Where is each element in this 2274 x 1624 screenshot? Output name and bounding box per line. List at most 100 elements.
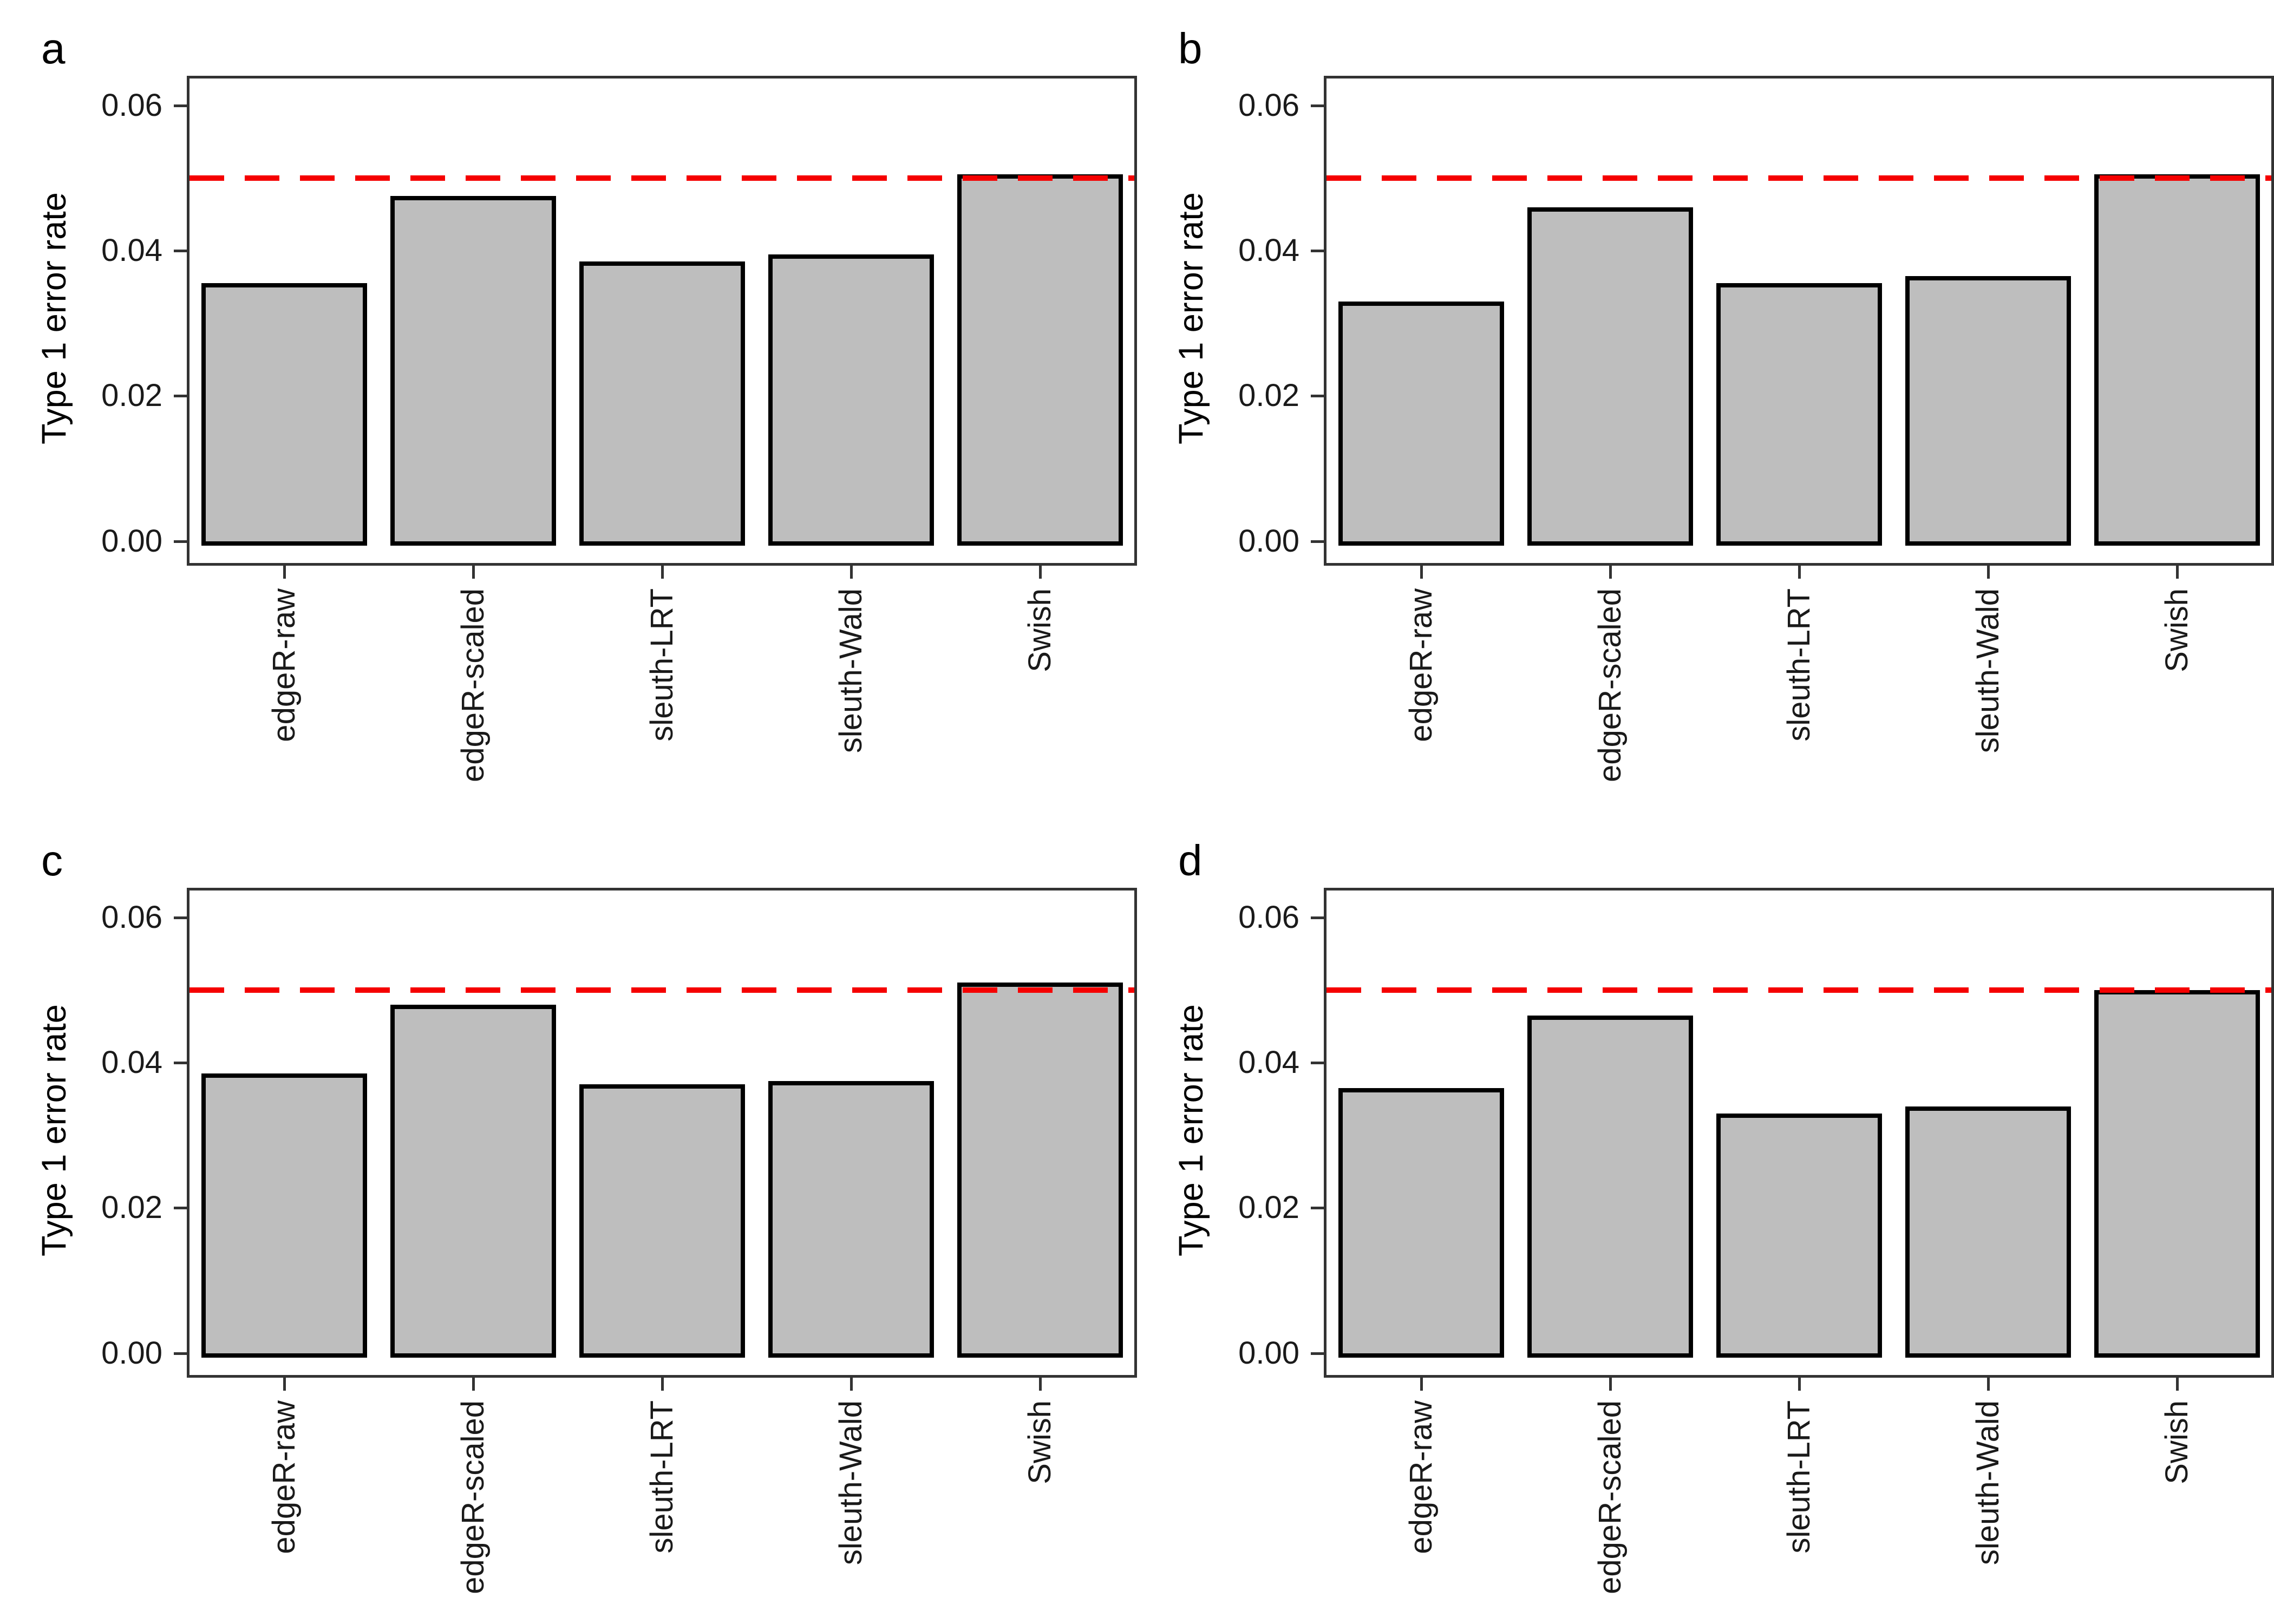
x-category-label-text: sleuth-LRT	[1781, 1400, 1816, 1554]
bar-sleuth-Wald	[1905, 1106, 2071, 1358]
bar-sleuth-LRT	[1716, 283, 1882, 546]
panel-c-letter: c	[41, 836, 63, 885]
x-tick-mark	[1038, 566, 1042, 579]
bar-edgeR-raw	[201, 283, 367, 546]
y-tick-mark	[1311, 1062, 1324, 1064]
y-tick-label: 0.02	[1238, 378, 1299, 414]
x-tick-mark	[472, 1378, 475, 1391]
plot-area	[1324, 888, 2274, 1378]
x-category-label-text: edgeR-raw	[266, 588, 302, 742]
y-tick-mark	[1311, 540, 1324, 543]
panel-b-letter: b	[1178, 24, 1203, 73]
y-tick-label: 0.06	[1238, 87, 1299, 123]
x-category-label: edgeR-raw	[1401, 1400, 1442, 1554]
y-tick-mark	[1311, 1352, 1324, 1355]
bar-Swish	[957, 983, 1123, 1358]
x-category-label: edgeR-scaled	[1590, 1400, 1631, 1594]
y-tick-label: 0.06	[101, 899, 162, 935]
bar-sleuth-Wald	[768, 254, 934, 546]
y-tick-label: 0.02	[101, 378, 162, 414]
x-category-label-text: edgeR-scaled	[1592, 588, 1628, 782]
x-category-label-text: sleuth-Wald	[1970, 1400, 2005, 1566]
x-tick-mark	[1987, 1378, 1990, 1391]
x-tick-mark	[1609, 1378, 1612, 1391]
x-category-label: Swish	[2157, 588, 2198, 672]
x-tick-mark	[1420, 566, 1423, 579]
y-tick-mark	[174, 250, 187, 252]
y-tick-label: 0.06	[101, 87, 162, 123]
reference-line-0.05	[190, 987, 1134, 993]
x-category-label-text: edgeR-raw	[1403, 588, 1439, 742]
y-tick-mark	[1311, 395, 1324, 398]
x-category-label: Swish	[2157, 1400, 2198, 1484]
x-tick-mark	[661, 1378, 664, 1391]
x-category-label: edgeR-raw	[264, 1400, 305, 1554]
y-tick-label: 0.00	[1238, 523, 1299, 559]
x-category-label-text: Swish	[1022, 1400, 1057, 1484]
panel-b: b Type 1 error rate 0.00 0.02 0.04 0.06 edge…	[1137, 0, 2274, 812]
x-category-label-text: edgeR-scaled	[455, 588, 491, 782]
x-tick-mark	[1987, 566, 1990, 579]
panel-d: d Type 1 error rate 0.00 0.02 0.04 0.06 edge…	[1137, 812, 2274, 1624]
bar-edgeR-scaled	[1527, 207, 1693, 546]
bar-Swish	[2094, 174, 2260, 546]
x-category-label-text: edgeR-raw	[1403, 1400, 1439, 1554]
bar-edgeR-raw	[1338, 301, 1504, 546]
x-tick-mark	[1038, 1378, 1042, 1391]
y-tick-label: 0.04	[1238, 233, 1299, 268]
x-category-label-text: sleuth-LRT	[644, 1400, 679, 1554]
x-category-label: edgeR-scaled	[1590, 588, 1631, 782]
x-tick-mark	[2175, 566, 2179, 579]
bar-sleuth-Wald	[1905, 276, 2071, 546]
y-tick-mark	[174, 104, 187, 107]
y-tick-label: 0.00	[101, 523, 162, 559]
y-tick-mark	[1311, 250, 1324, 252]
y-tick-label: 0.00	[1238, 1335, 1299, 1371]
x-category-label: sleuth-Wald	[831, 1400, 872, 1565]
y-tick-label: 0.00	[101, 1335, 162, 1371]
bar-edgeR-scaled	[390, 1004, 556, 1358]
y-tick-label: 0.02	[101, 1190, 162, 1226]
panel-d-letter: d	[1178, 836, 1203, 885]
x-category-label-text: sleuth-LRT	[1781, 588, 1816, 742]
x-tick-mark	[661, 566, 664, 579]
x-category-label: sleuth-LRT	[1779, 588, 1820, 742]
reference-line-0.05	[1327, 987, 2271, 993]
x-category-label-text: Swish	[2159, 1400, 2194, 1484]
bar-sleuth-LRT	[579, 261, 745, 546]
plot-area	[187, 888, 1137, 1378]
x-category-label: sleuth-Wald	[1968, 1400, 2009, 1565]
x-category-label: sleuth-LRT	[642, 1400, 683, 1554]
plot-area	[1324, 76, 2274, 566]
x-category-label: sleuth-Wald	[1968, 588, 2009, 753]
bar-sleuth-Wald	[768, 1081, 934, 1358]
x-category-label: sleuth-Wald	[831, 588, 872, 753]
y-tick-mark	[174, 1207, 187, 1210]
bar-edgeR-raw	[201, 1073, 367, 1358]
x-category-label-text: sleuth-Wald	[833, 1400, 868, 1566]
y-tick-label: 0.04	[1238, 1045, 1299, 1080]
y-tick-mark	[1311, 104, 1324, 107]
bar-sleuth-LRT	[1716, 1113, 1882, 1358]
bar-Swish	[957, 174, 1123, 546]
y-tick-mark	[174, 540, 187, 543]
y-tick-label: 0.06	[1238, 899, 1299, 935]
x-category-label: sleuth-LRT	[642, 588, 683, 742]
x-category-label: sleuth-LRT	[1779, 1400, 1820, 1554]
y-tick-mark	[174, 1062, 187, 1064]
reference-line-0.05	[190, 175, 1134, 181]
x-category-label: Swish	[1020, 1400, 1061, 1484]
bar-sleuth-LRT	[579, 1084, 745, 1358]
x-category-label: edgeR-scaled	[453, 1400, 494, 1594]
x-tick-mark	[1609, 566, 1612, 579]
x-category-label: edgeR-raw	[1401, 588, 1442, 742]
y-tick-label: 0.04	[101, 1045, 162, 1080]
x-category-label-text: edgeR-scaled	[1592, 1400, 1628, 1594]
y-tick-label: 0.04	[101, 233, 162, 268]
x-category-label-text: sleuth-LRT	[644, 588, 679, 742]
x-category-label-text: Swish	[2159, 588, 2194, 672]
bar-edgeR-scaled	[390, 196, 556, 546]
x-tick-mark	[850, 1378, 853, 1391]
x-tick-mark	[1798, 1378, 1801, 1391]
